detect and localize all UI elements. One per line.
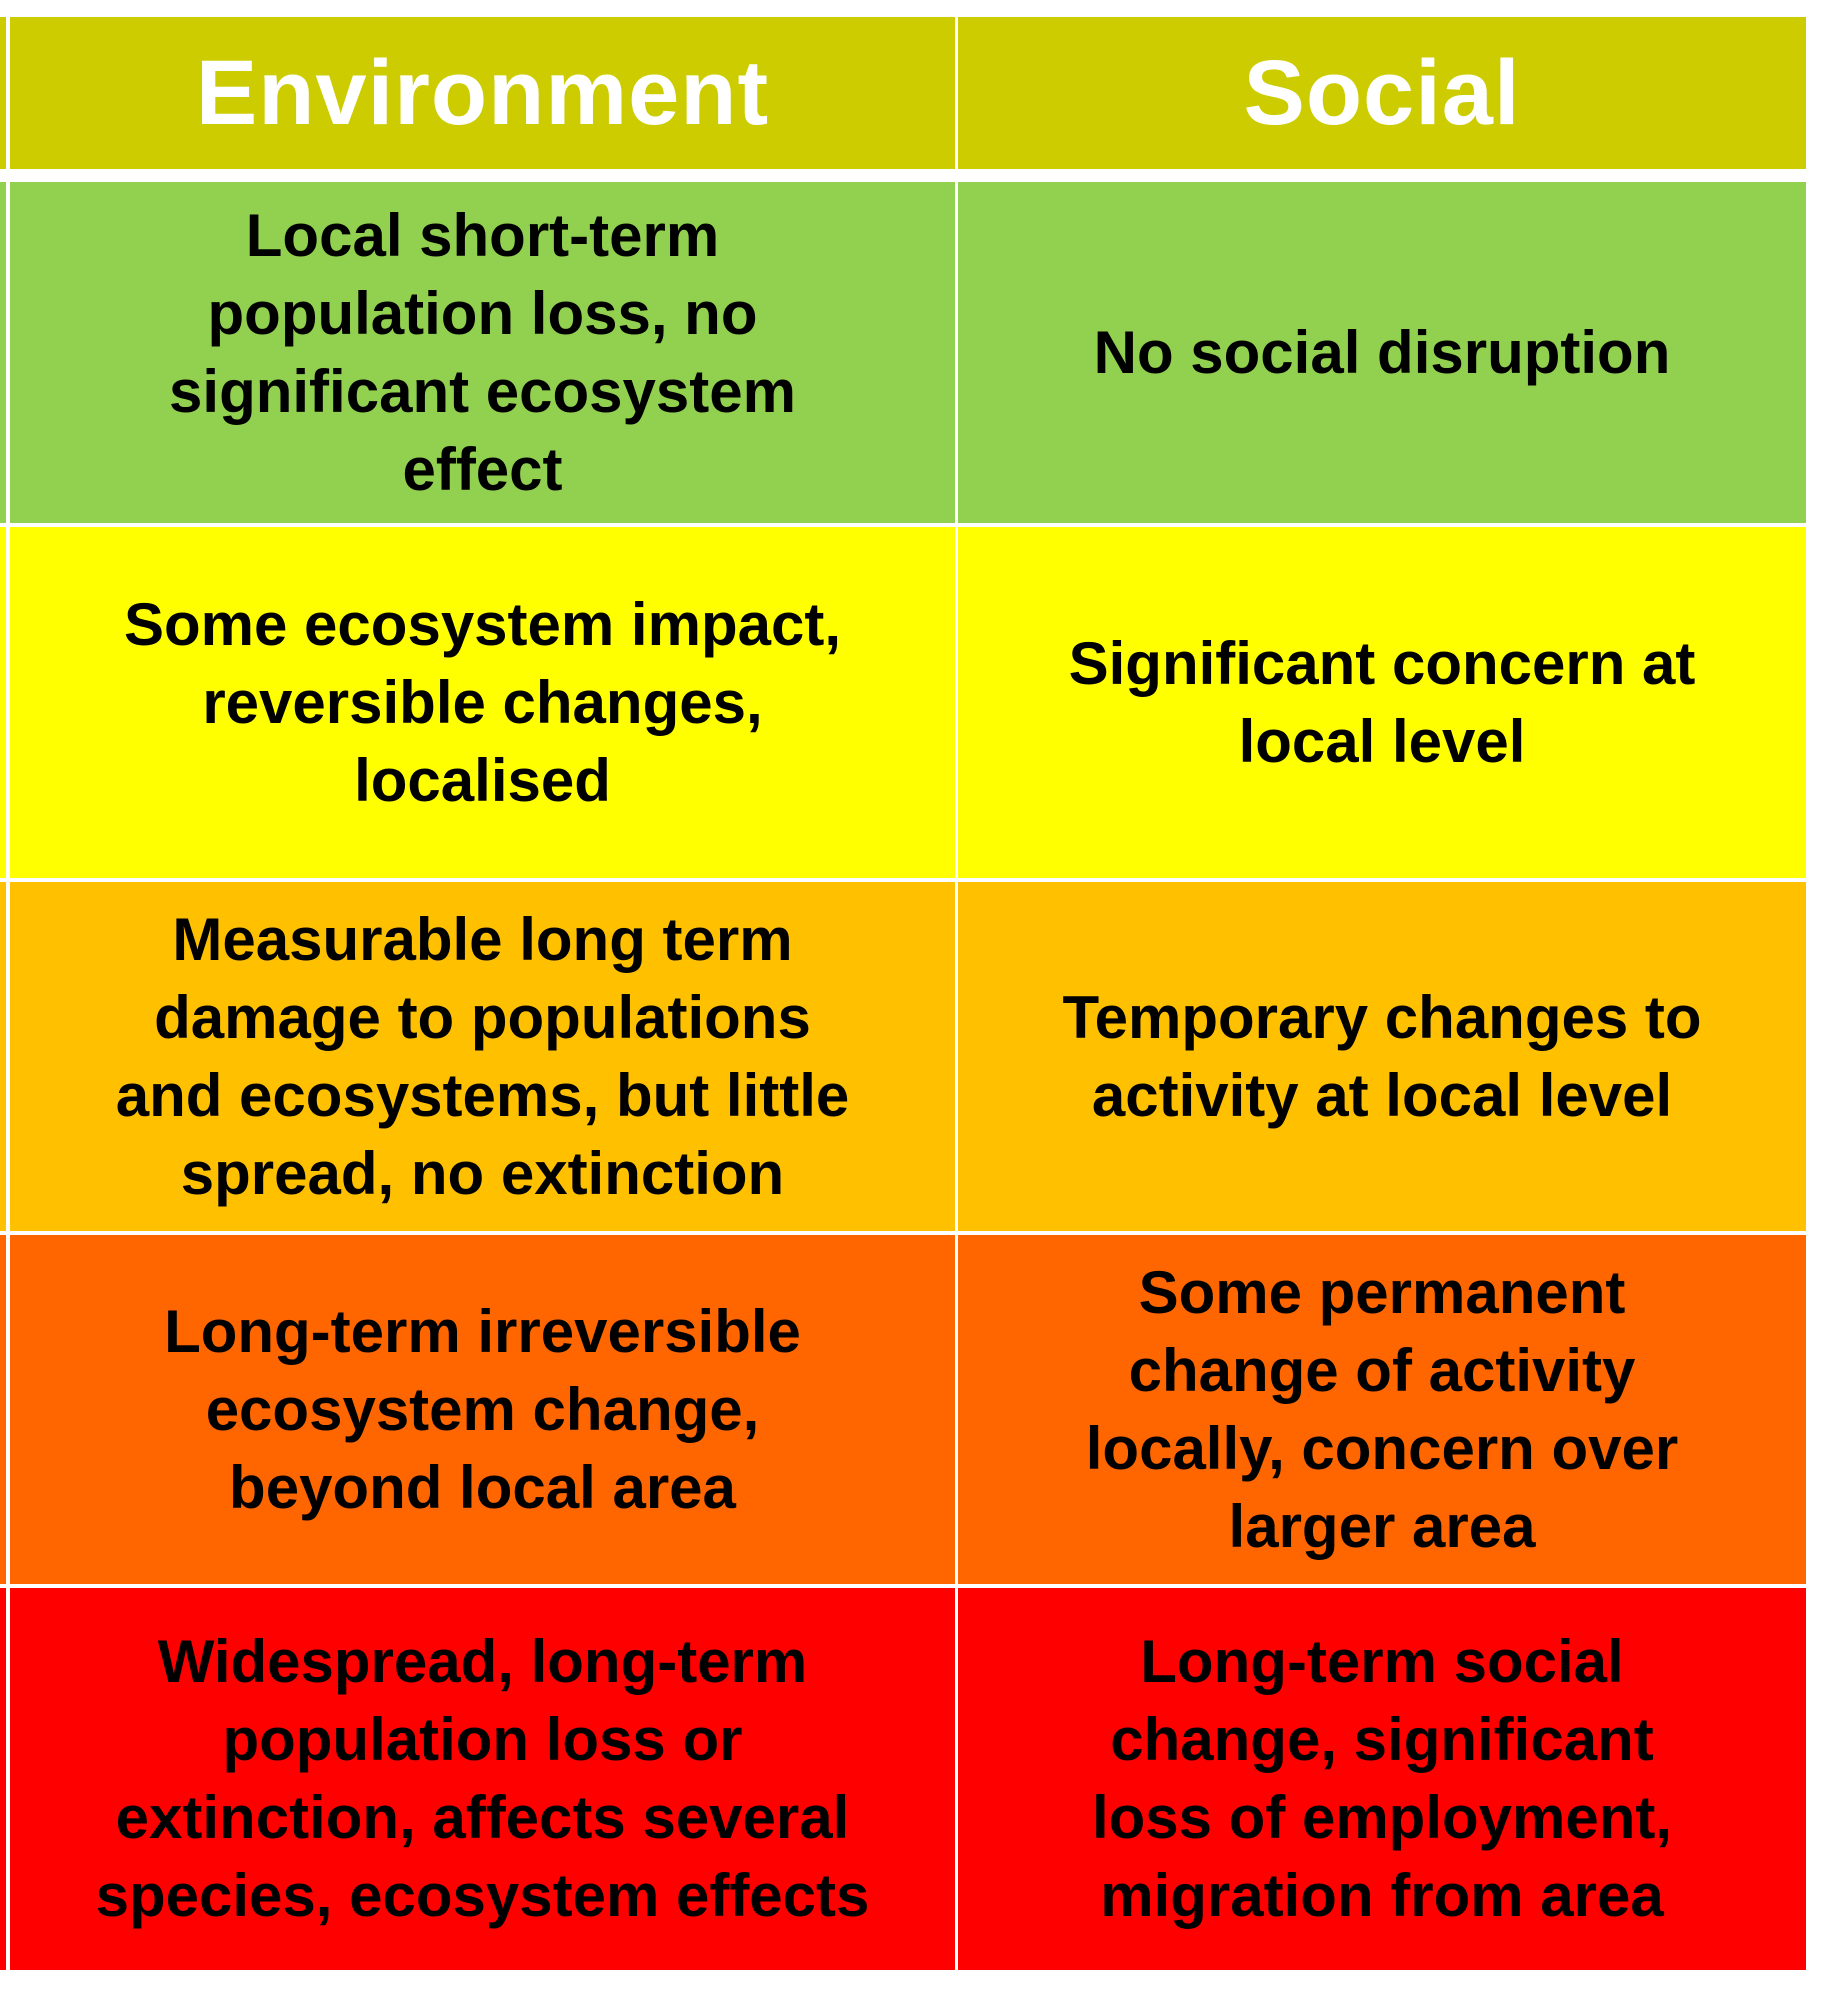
row-edge <box>0 182 6 523</box>
environment-cell: Long-term irreversible ecosystem change,… <box>10 1235 955 1584</box>
table-row: Widespread, long-term population loss or… <box>0 1588 1806 1970</box>
header-row: Environment Social <box>0 17 1806 169</box>
environment-cell: Widespread, long-term population loss or… <box>10 1588 955 1970</box>
impact-table: Environment Social Local short-term popu… <box>0 17 1806 1977</box>
social-cell: Some permanent change of activity locall… <box>958 1235 1806 1584</box>
table-row: Local short-term population loss, no sig… <box>0 182 1806 523</box>
header-social: Social <box>958 17 1806 169</box>
social-cell: Significant concern at local level <box>958 527 1806 878</box>
row-edge <box>0 17 6 169</box>
row-edge <box>0 1235 6 1584</box>
table-row: Long-term irreversible ecosystem change,… <box>0 1235 1806 1584</box>
social-cell: Long-term social change, significant los… <box>958 1588 1806 1970</box>
social-cell: Temporary changes to activity at local l… <box>958 882 1806 1231</box>
row-edge <box>0 882 6 1231</box>
environment-cell: Local short-term population loss, no sig… <box>10 182 955 523</box>
table-row: Measurable long term damage to populatio… <box>0 882 1806 1231</box>
row-edge <box>0 527 6 878</box>
environment-cell: Some ecosystem impact, reversible change… <box>10 527 955 878</box>
table-row: Some ecosystem impact, reversible change… <box>0 527 1806 878</box>
header-environment: Environment <box>10 17 955 169</box>
row-edge <box>0 1588 6 1970</box>
environment-cell: Measurable long term damage to populatio… <box>10 882 955 1231</box>
social-cell: No social disruption <box>958 182 1806 523</box>
